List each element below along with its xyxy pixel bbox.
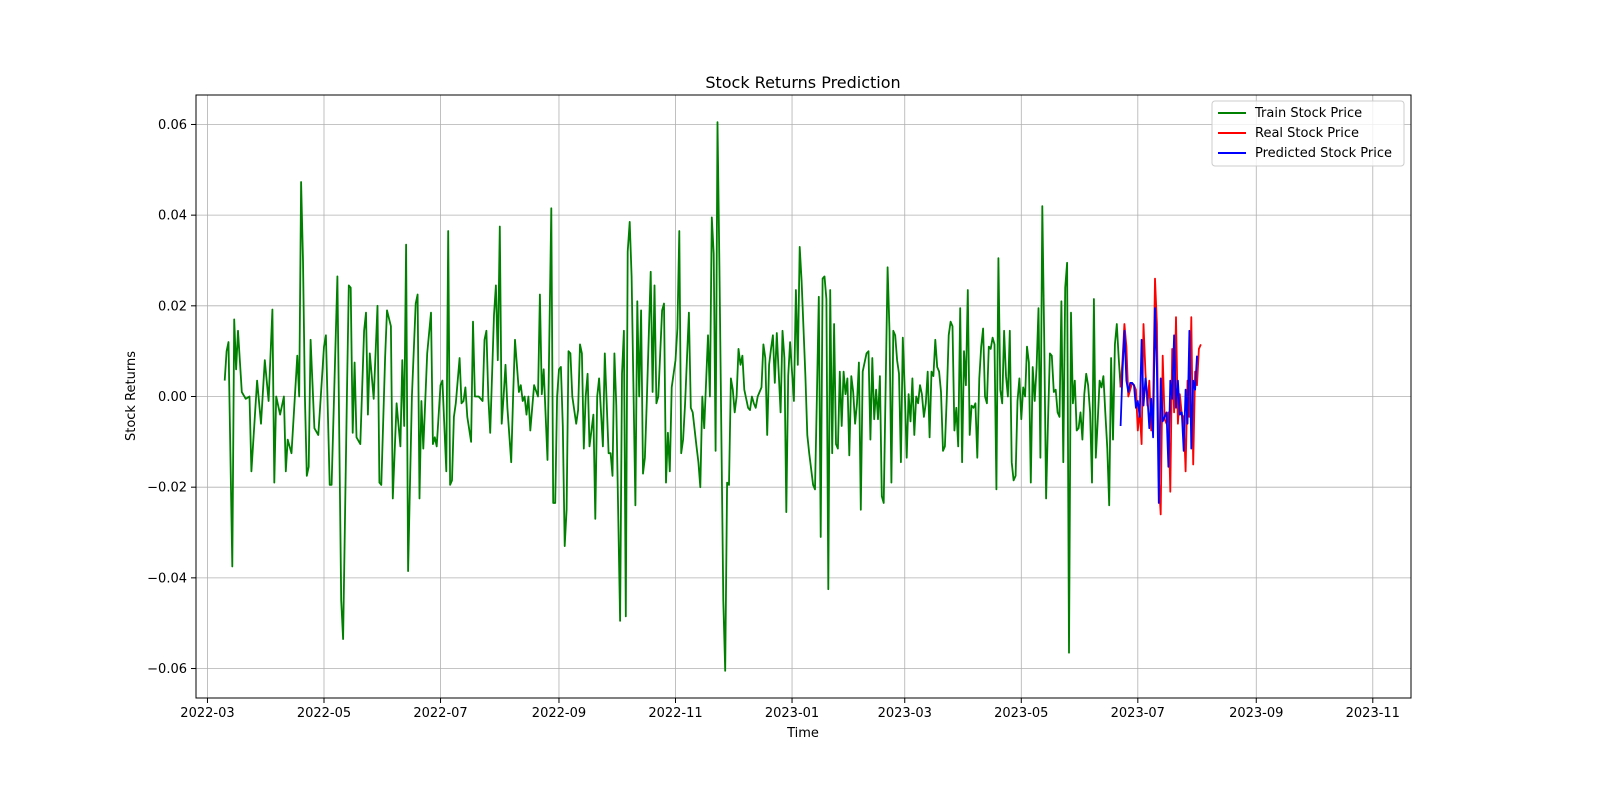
legend: Train Stock Price Real Stock Price Predi…	[1211, 100, 1405, 167]
x-tick-label: 2022-09	[532, 706, 586, 721]
x-tick-label: 2023-11	[1346, 706, 1400, 721]
x-tick-label: 2023-05	[994, 706, 1048, 721]
x-tick-label: 2022-11	[648, 706, 702, 721]
tick-layer: 2022-03 2022-05 2022-07 2022-09 2022-11 2023-…	[147, 118, 1400, 721]
y-tick-label: 0.04	[158, 209, 187, 224]
y-tick-label: −0.04	[147, 571, 187, 586]
y-tick-label: 0.00	[158, 390, 187, 405]
legend-box	[1211, 100, 1405, 167]
x-tick-label: 2022-03	[180, 706, 234, 721]
grid-layer	[196, 95, 1411, 698]
x-tick-label: 2022-07	[413, 706, 467, 721]
legend-label-real: Real Stock Price	[1255, 126, 1359, 141]
y-tick-label: −0.02	[147, 481, 187, 496]
x-axis-label: Time	[786, 726, 819, 741]
y-tick-label: 0.06	[158, 118, 187, 133]
legend-label-predicted: Predicted Stock Price	[1255, 146, 1392, 161]
x-tick-label: 2023-07	[1111, 706, 1165, 721]
x-tick-label: 2023-03	[878, 706, 932, 721]
chart-title: Stock Returns Prediction	[705, 73, 900, 92]
train-series-line	[223, 121, 1122, 672]
y-tick-label: −0.06	[147, 662, 187, 677]
series-layer	[223, 121, 1202, 672]
x-tick-label: 2023-01	[765, 706, 819, 721]
x-tick-label: 2023-09	[1229, 706, 1283, 721]
x-tick-label: 2022-05	[297, 706, 351, 721]
predicted-series-line	[1119, 307, 1198, 504]
y-tick-label: 0.02	[158, 299, 187, 314]
y-axis-label: Stock Returns	[124, 351, 139, 441]
legend-label-train: Train Stock Price	[1254, 106, 1362, 121]
